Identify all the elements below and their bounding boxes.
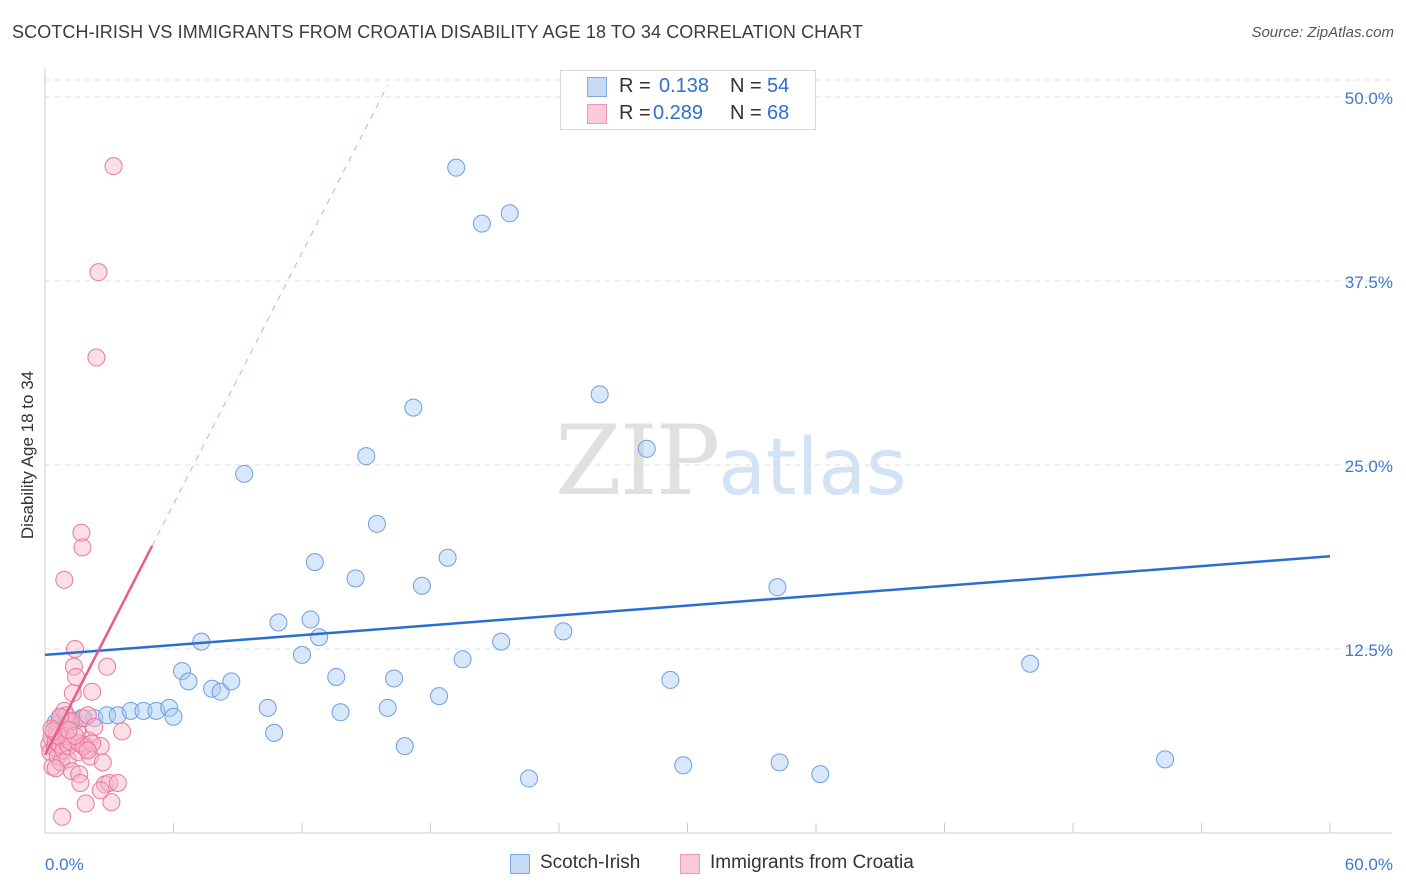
- scotch-irish-point: [520, 769, 539, 788]
- croatia-point: [98, 657, 117, 676]
- y-tick-label: 12.5%: [1345, 641, 1393, 660]
- watermark: ZIPatlas: [555, 405, 907, 517]
- croatia-point: [43, 757, 62, 776]
- croatia-trendline-extension: [151, 84, 389, 547]
- scotch-irish-point: [811, 765, 830, 784]
- legend-n-value: 54: [767, 75, 790, 97]
- legend-n-label: N =: [730, 75, 762, 97]
- scotch-irish-point: [453, 650, 472, 669]
- scotch-irish-point: [293, 645, 311, 664]
- croatia-point: [76, 794, 95, 813]
- y-axis-label: Disability Age 18 to 34: [18, 370, 37, 540]
- y-tick-label: 37.5%: [1345, 273, 1393, 292]
- legend-r-label: R =: [619, 102, 651, 124]
- scotch-irish-point: [674, 756, 693, 775]
- scotch-irish-point: [265, 723, 284, 742]
- scotch-irish-point: [768, 578, 787, 597]
- scotch-irish-point: [301, 610, 320, 629]
- scotch-irish-point: [492, 632, 511, 651]
- croatia-point: [85, 718, 104, 737]
- scotch-irish-point: [346, 569, 365, 588]
- scotch-irish-point: [235, 464, 254, 483]
- source-label: Source: ZipAtlas.com: [1251, 24, 1394, 41]
- scotch-irish-point: [1156, 750, 1175, 769]
- scotch-irish-point: [385, 669, 404, 688]
- scotch-irish-point: [590, 385, 609, 404]
- scotch-irish-point: [438, 548, 457, 567]
- scotch-irish-trendline: [44, 555, 1331, 657]
- legend-label: Scotch-Irish: [540, 852, 641, 873]
- croatia-point: [46, 759, 65, 778]
- scotch-irish-point: [331, 703, 350, 722]
- legend-r-value: 0.138: [659, 75, 710, 97]
- scotch-irish-point: [310, 628, 329, 647]
- croatia-point: [104, 157, 123, 176]
- croatia-trendline: [43, 545, 154, 756]
- scotch-irish-point: [1021, 654, 1040, 673]
- croatia-point: [78, 741, 97, 760]
- scotch-irish-point: [472, 214, 491, 233]
- y-tick-label: 50.0%: [1345, 89, 1393, 108]
- scotch-irish-point: [160, 698, 179, 717]
- croatia-point: [87, 348, 106, 367]
- croatia-point: [108, 773, 127, 792]
- scotch-irish-point: [173, 662, 192, 681]
- legend-swatch-blue: [510, 854, 530, 874]
- scotch-irish-point: [357, 447, 376, 466]
- scotch-irish-point: [770, 753, 789, 772]
- croatia-point: [65, 640, 84, 658]
- chart-title: SCOTCH-IRISH VS IMMIGRANTS FROM CROATIA …: [12, 22, 864, 42]
- scotch-irish-point: [98, 706, 117, 725]
- scotch-irish-point: [412, 576, 431, 595]
- scotch-irish-point: [179, 672, 198, 691]
- series-legend: Scotch-Irish Immigrants from Croatia: [0, 852, 1406, 878]
- scotch-irish-point: [637, 439, 656, 458]
- x-tick-label: 60.0%: [1345, 855, 1393, 874]
- legend-swatch-pink: [587, 104, 607, 124]
- legend-swatch-blue: [587, 77, 607, 97]
- croatia-point: [78, 706, 97, 725]
- croatia-point: [89, 263, 108, 282]
- scotch-irish-point: [164, 707, 183, 726]
- scotch-irish-point: [367, 514, 386, 533]
- watermark-zip: ZIP: [555, 405, 720, 517]
- croatia-point: [53, 807, 72, 826]
- scotch-irish-point: [327, 667, 346, 686]
- legend-n-value: 68: [767, 102, 790, 124]
- legend-label: Immigrants from Croatia: [710, 852, 914, 873]
- legend-r-label: R =: [619, 75, 651, 97]
- scotch-irish-point: [500, 204, 519, 223]
- scotch-irish-point: [305, 553, 324, 572]
- croatia-point: [55, 570, 74, 589]
- scotch-irish-point: [395, 737, 414, 756]
- x-tick-label: 0.0%: [45, 855, 84, 874]
- croatia-point: [102, 793, 121, 812]
- watermark-atlas: atlas: [718, 423, 907, 513]
- legend-r-value: 0.289: [653, 102, 704, 124]
- y-tick-label: 25.0%: [1345, 457, 1393, 476]
- legend-n-label: N =: [730, 102, 762, 124]
- scotch-irish-point: [447, 158, 466, 177]
- croatia-point: [91, 781, 110, 800]
- scotch-irish-point: [269, 613, 288, 632]
- scotch-irish-point: [378, 698, 397, 717]
- croatia-point: [72, 523, 91, 542]
- correlation-legend: R = 0.138 N = 54 R = 0.289 N = 68: [560, 70, 816, 130]
- croatia-point: [71, 773, 90, 792]
- scotch-irish-point: [222, 672, 241, 691]
- croatia-point: [59, 720, 78, 739]
- legend-swatch-pink: [680, 854, 700, 874]
- croatia-point: [93, 753, 112, 772]
- croatia-point: [73, 538, 92, 557]
- scotch-irish-point: [404, 398, 423, 417]
- scotch-irish-point: [258, 698, 277, 717]
- scotch-irish-point: [661, 670, 680, 689]
- scotch-irish-point: [134, 701, 153, 720]
- scotch-irish-point: [554, 622, 573, 641]
- scotch-irish-point: [430, 687, 449, 706]
- croatia-point: [113, 722, 132, 741]
- scotch-irish-point: [121, 701, 140, 720]
- croatia-point: [83, 682, 102, 701]
